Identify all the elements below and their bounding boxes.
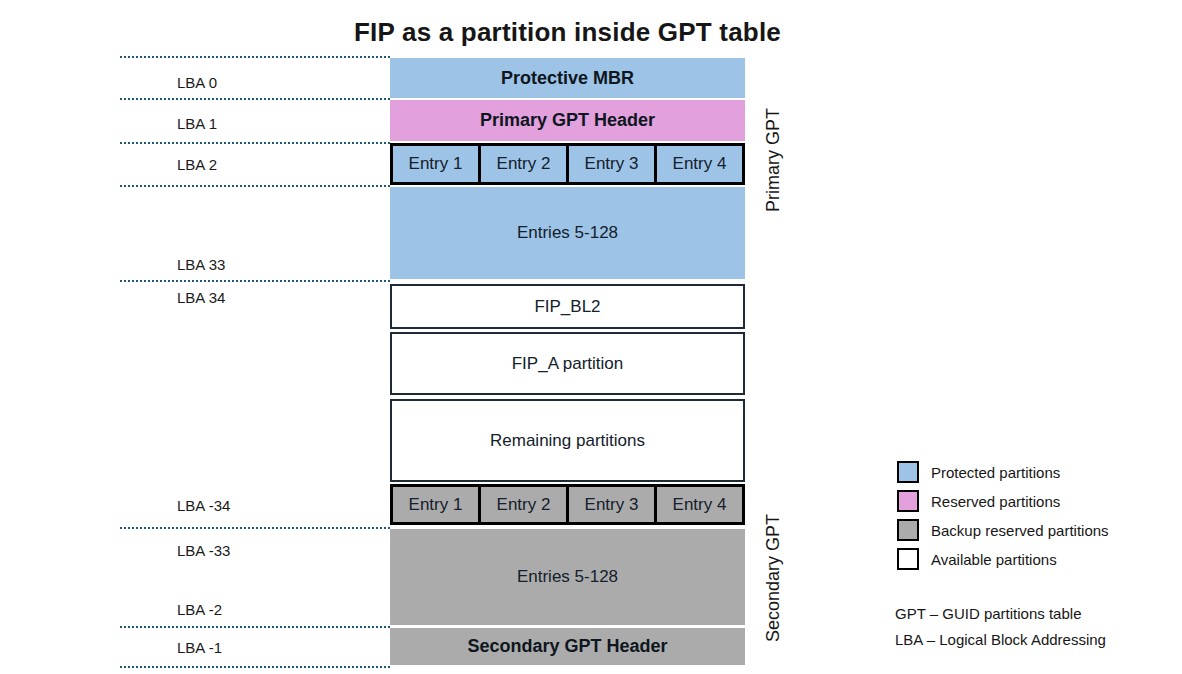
primary-entry-1: Entry 1 xyxy=(393,146,478,182)
lba-label-33: LBA 33 xyxy=(177,256,225,273)
block-fip-a-partition: FIP_A partition xyxy=(390,332,745,395)
protected-swatch-icon xyxy=(897,461,919,483)
block-secondary-entry-row: Entry 1 Entry 2 Entry 3 Entry 4 xyxy=(390,484,745,525)
reserved-swatch-icon xyxy=(897,490,919,512)
secondary-entry-4: Entry 4 xyxy=(654,487,742,522)
gpt-table-diagram: FIP as a partition inside GPT table LBA … xyxy=(0,0,1182,674)
block-secondary-entries-5-128: Entries 5-128 xyxy=(390,529,745,625)
legend-label: Protected partitions xyxy=(931,464,1060,481)
footnotes: GPT – GUID partitions table LBA – Logica… xyxy=(895,601,1106,653)
lba-label-34: LBA 34 xyxy=(177,289,225,306)
block-fip-bl2: FIP_BL2 xyxy=(390,284,745,329)
legend-label: Available partitions xyxy=(931,551,1057,568)
legend-label: Reserved partitions xyxy=(931,493,1060,510)
side-label-secondary-gpt: Secondary GPT xyxy=(762,493,784,663)
dotted-separator xyxy=(120,666,390,668)
primary-entry-2: Entry 2 xyxy=(478,146,566,182)
legend-item-protected: Protected partitions xyxy=(897,461,1109,483)
primary-entry-3: Entry 3 xyxy=(566,146,654,182)
legend: Protected partitions Reserved partitions… xyxy=(897,461,1109,570)
block-primary-gpt-header: Primary GPT Header xyxy=(390,100,745,141)
dotted-separator xyxy=(120,56,390,58)
diagram-title: FIP as a partition inside GPT table xyxy=(0,17,1135,48)
secondary-entry-3: Entry 3 xyxy=(566,487,654,522)
lba-label-neg1: LBA -1 xyxy=(177,639,222,656)
dotted-separator xyxy=(120,626,390,628)
lba-label-2: LBA 2 xyxy=(177,156,217,173)
legend-item-available: Available partitions xyxy=(897,548,1109,570)
lba-label-1: LBA 1 xyxy=(177,115,217,132)
block-primary-entries-5-128: Entries 5-128 xyxy=(390,187,745,279)
block-primary-entry-row: Entry 1 Entry 2 Entry 3 Entry 4 xyxy=(390,143,745,185)
secondary-entry-1: Entry 1 xyxy=(393,487,478,522)
dotted-separator xyxy=(120,98,390,100)
legend-item-backup: Backup reserved partitions xyxy=(897,519,1109,541)
dotted-separator xyxy=(120,185,390,187)
secondary-entry-2: Entry 2 xyxy=(478,487,566,522)
lba-label-0: LBA 0 xyxy=(177,74,217,91)
block-remaining-partitions: Remaining partitions xyxy=(390,399,745,482)
block-secondary-gpt-header: Secondary GPT Header xyxy=(390,628,745,665)
footnote-lba: LBA – Logical Block Addressing xyxy=(895,627,1106,653)
lba-label-neg34: LBA -34 xyxy=(177,497,230,514)
legend-label: Backup reserved partitions xyxy=(931,522,1109,539)
dotted-separator xyxy=(120,280,390,282)
footnote-gpt: GPT – GUID partitions table xyxy=(895,601,1106,627)
lba-label-neg33: LBA -33 xyxy=(177,542,230,559)
dotted-separator xyxy=(120,142,390,144)
backup-swatch-icon xyxy=(897,519,919,541)
available-swatch-icon xyxy=(897,548,919,570)
legend-item-reserved: Reserved partitions xyxy=(897,490,1109,512)
lba-label-neg2: LBA -2 xyxy=(177,601,222,618)
primary-entry-4: Entry 4 xyxy=(654,146,742,182)
side-label-primary-gpt: Primary GPT xyxy=(762,75,784,245)
block-protective-mbr: Protective MBR xyxy=(390,58,745,98)
dotted-separator xyxy=(120,527,390,529)
